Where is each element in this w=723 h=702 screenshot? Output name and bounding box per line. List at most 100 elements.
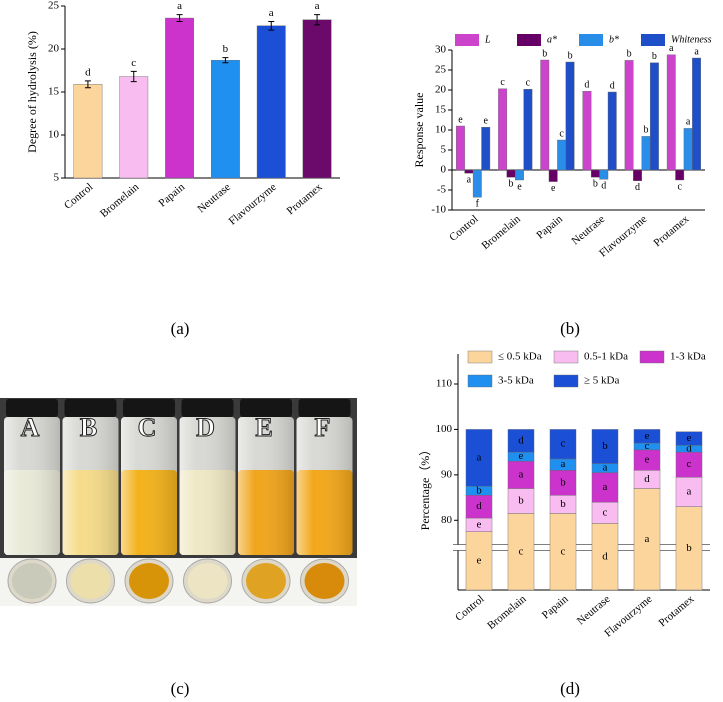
bar <box>256 25 286 179</box>
significance-label: e <box>484 115 489 126</box>
bar <box>211 59 240 179</box>
vial-cap <box>298 399 351 417</box>
y-axis-label: Percentage（%） <box>418 444 432 531</box>
legend-swatch <box>553 374 579 388</box>
bar <box>549 470 577 496</box>
bar <box>507 461 535 489</box>
bar <box>506 169 516 178</box>
error-bar <box>84 80 91 89</box>
legend-label: 0.5-1 kDa <box>584 351 628 363</box>
significance-label: d <box>610 80 615 91</box>
bar <box>498 88 508 171</box>
y-tick-label: 20 <box>48 43 60 55</box>
significance-label: a <box>687 485 692 497</box>
vial-shine <box>62 417 119 555</box>
dish <box>70 563 111 599</box>
bar <box>119 76 149 179</box>
bar <box>465 531 493 591</box>
legend-label: 3-5 kDa <box>498 375 534 387</box>
x-tick-label: Protamex <box>285 181 325 218</box>
legend-label: ≥ 5 kDa <box>584 375 619 387</box>
dish <box>304 563 345 599</box>
bar <box>472 169 482 198</box>
significance-label: d <box>85 66 91 78</box>
photo-table <box>0 558 357 606</box>
bar <box>456 125 465 171</box>
vial-shine <box>121 417 177 555</box>
significance-label: a <box>477 451 482 463</box>
dish <box>12 563 52 599</box>
y-tick-label: 5 <box>54 172 60 184</box>
significance-label: c <box>603 506 608 518</box>
bar <box>641 136 651 171</box>
significance-label: b <box>223 43 229 55</box>
significance-label: d <box>518 434 524 446</box>
bar <box>165 17 194 179</box>
y-tick-label: 25 <box>48 0 60 12</box>
y-tick-label: 15 <box>48 86 60 98</box>
x-tick-label: Neutrase <box>575 593 613 627</box>
x-tick-label: Control <box>447 213 480 244</box>
significance-label: d <box>635 182 640 193</box>
vial-label: E <box>255 413 272 442</box>
bar <box>633 429 661 444</box>
significance-label: c <box>519 545 524 557</box>
error-bar <box>130 70 137 83</box>
significance-label: d <box>584 79 589 90</box>
vial-shine <box>179 417 236 555</box>
significance-label: e <box>551 183 556 194</box>
legend-swatch <box>467 374 493 388</box>
legend-label: ≤ 0.5 kDa <box>498 351 542 363</box>
vial-shine <box>296 417 353 555</box>
significance-label: b <box>602 440 608 452</box>
x-tick-label: Neutrase <box>195 181 233 215</box>
error-bar <box>176 14 183 22</box>
significance-label: c <box>561 545 566 557</box>
legend-swatch <box>467 350 493 364</box>
legend-label: a* <box>547 34 557 45</box>
legend-swatch <box>639 350 665 364</box>
significance-label: a <box>269 7 274 19</box>
significance-label: c <box>131 57 136 69</box>
significance-label: a <box>686 117 691 128</box>
error-bar <box>314 14 321 26</box>
significance-label: a <box>645 533 650 545</box>
significance-label: e <box>477 554 482 566</box>
significance-label: b <box>509 178 514 189</box>
significance-label: c <box>687 458 692 470</box>
significance-label: e <box>645 430 650 442</box>
significance-label: b <box>542 48 547 59</box>
significance-label: d <box>686 442 692 454</box>
x-tick-label: Papain <box>534 213 565 242</box>
significance-label: a <box>519 468 524 480</box>
bar <box>633 488 661 591</box>
x-tick-label: Control <box>453 593 486 624</box>
y-axis-label: Degree of hydrolysis (%) <box>25 31 39 153</box>
bar <box>481 126 491 171</box>
y-tick-label: 10 <box>435 124 447 136</box>
bar <box>675 451 703 478</box>
legend-swatch <box>579 34 603 46</box>
significance-label: a <box>177 0 182 12</box>
significance-label: d <box>476 500 482 512</box>
bar <box>599 169 609 180</box>
y-tick-label: -5 <box>437 184 447 196</box>
y-tick-label: 80 <box>441 514 453 526</box>
y-tick-label: 100 <box>436 423 453 435</box>
legend-label: 1-3 kDa <box>670 351 706 363</box>
bar <box>582 90 592 171</box>
vial-label: F <box>315 413 331 442</box>
bar <box>507 488 535 514</box>
bar <box>523 88 533 171</box>
y-tick-label: 20 <box>435 84 447 96</box>
significance-label: e <box>519 450 524 462</box>
bar <box>557 139 567 171</box>
significance-label: b <box>568 50 573 61</box>
bar <box>633 169 642 182</box>
bar <box>607 91 617 171</box>
vial-shine <box>238 417 294 555</box>
significance-label: a <box>561 458 566 470</box>
bar <box>683 128 693 171</box>
vial-cap <box>240 399 292 417</box>
